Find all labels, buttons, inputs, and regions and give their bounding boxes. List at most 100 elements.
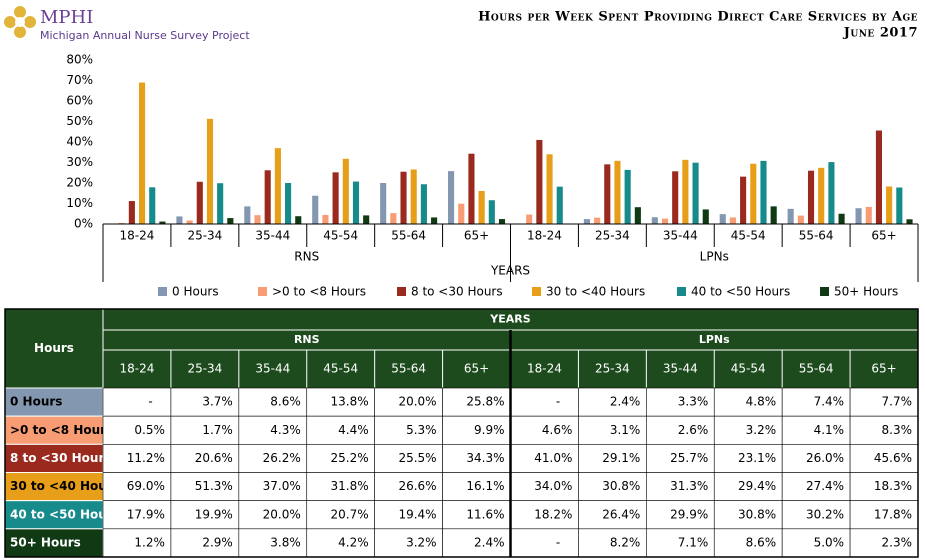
row-label: 30 to <40 Hours <box>10 479 120 493</box>
table-cell <box>781 472 851 501</box>
row-label: 50+ Hours <box>10 535 81 549</box>
x-tick-label: 45-54 <box>323 229 358 243</box>
legend-swatch <box>532 287 541 296</box>
table-value: 8.6% <box>270 395 301 409</box>
bar <box>206 118 214 224</box>
table-value: 13.8% <box>331 395 369 409</box>
legend-swatch <box>677 287 686 296</box>
table-cell <box>170 387 240 417</box>
bar <box>807 170 815 224</box>
y-tick-label: 80% <box>66 53 93 67</box>
bar <box>546 154 553 224</box>
bar <box>536 139 543 224</box>
table-age: 35-44 <box>255 362 290 376</box>
y-tick-label: 40% <box>66 135 93 149</box>
table-cell <box>849 472 919 501</box>
table-cell <box>102 387 172 417</box>
table-value: 69.0% <box>127 479 165 493</box>
bar <box>906 219 913 224</box>
bar <box>227 218 234 224</box>
table-cell <box>442 415 511 445</box>
legend-swatch <box>820 287 829 296</box>
bar <box>352 181 360 224</box>
table-value: 2.6% <box>678 423 709 437</box>
x-tick-label: 45-54 <box>731 229 766 243</box>
bar <box>661 218 669 224</box>
table-value: 30.2% <box>806 507 844 521</box>
bar <box>312 195 319 224</box>
table-value: 29.9% <box>670 507 708 521</box>
bar <box>295 216 302 224</box>
bar <box>138 82 146 224</box>
bar <box>118 222 125 224</box>
table-value: 18.3% <box>874 479 912 493</box>
table-value: 20.6% <box>195 451 233 465</box>
legend-label: >0 to <8 Hours <box>272 285 366 299</box>
table-age: 65+ <box>871 362 896 376</box>
group-label: RNS <box>294 250 319 264</box>
table-cell <box>306 415 375 445</box>
table-age: 45-54 <box>323 362 358 376</box>
bar <box>682 159 689 224</box>
table-value: 26.6% <box>398 479 436 493</box>
table-group: LPNs <box>699 333 730 346</box>
table-value: 3.3% <box>678 395 709 409</box>
table-cell <box>578 444 647 473</box>
bar <box>468 153 475 224</box>
table-value: 25.5% <box>398 451 436 465</box>
table-value: 20.0% <box>398 395 436 409</box>
bar <box>624 169 631 224</box>
table-cell <box>578 472 647 501</box>
table-value: 19.4% <box>398 507 436 521</box>
table-value: 8.3% <box>882 423 913 437</box>
table-value: 26.2% <box>263 451 301 465</box>
table-cell <box>781 500 851 530</box>
table-value: 2.3% <box>882 535 913 549</box>
table-value: 23.1% <box>738 451 776 465</box>
legend-label: 8 to <30 Hours <box>411 285 503 299</box>
bar <box>196 181 203 224</box>
table-cell <box>713 415 783 445</box>
table-cell <box>374 387 443 417</box>
bar <box>264 170 271 224</box>
table-cell <box>781 528 851 558</box>
legend-swatch <box>158 287 167 296</box>
bar <box>285 183 292 224</box>
table-cell <box>713 528 783 558</box>
table-value: 7.7% <box>882 395 913 409</box>
table-cell <box>781 387 851 417</box>
table-cell <box>510 387 579 417</box>
x-tick-label: 55-64 <box>799 229 834 243</box>
table-cell <box>442 387 511 417</box>
legend-swatch <box>258 287 267 296</box>
table-age: 55-64 <box>799 362 834 376</box>
table-value: 16.1% <box>466 479 504 493</box>
table-cell <box>646 472 715 501</box>
table-cell <box>510 528 579 558</box>
table-value: 19.9% <box>195 507 233 521</box>
row-label-bg <box>4 415 104 445</box>
bar <box>274 148 281 224</box>
table-value: 27.4% <box>806 479 844 493</box>
legend-label: 0 Hours <box>172 285 219 299</box>
table-cell <box>374 528 443 558</box>
table-value: 2.9% <box>202 535 233 549</box>
bar <box>818 167 825 224</box>
bar <box>149 187 156 224</box>
table-cell <box>442 444 511 473</box>
table-value: - <box>148 395 152 409</box>
x-tick-label: 55-64 <box>391 229 426 243</box>
table-cell <box>374 415 443 445</box>
bar <box>770 206 777 224</box>
table-cell <box>510 500 579 530</box>
y-tick-label: 10% <box>66 196 93 210</box>
table-value: 3.7% <box>202 395 233 409</box>
table-cell <box>646 387 715 417</box>
bar <box>448 171 455 224</box>
x-tick-label: 65+ <box>464 229 489 243</box>
bar <box>672 171 679 224</box>
x-tick-label: 18-24 <box>527 229 562 243</box>
table-cell <box>170 415 240 445</box>
